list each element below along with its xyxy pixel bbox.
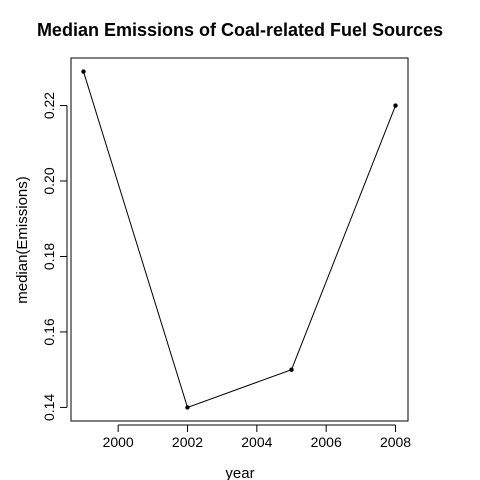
y-tick-label: 0.14 bbox=[41, 394, 57, 421]
chart-title: Median Emissions of Coal-related Fuel So… bbox=[37, 20, 443, 40]
data-point bbox=[393, 103, 398, 108]
series-layer bbox=[81, 69, 398, 410]
x-tick-label: 2000 bbox=[103, 434, 134, 450]
data-point bbox=[185, 405, 190, 410]
y-tick-label: 0.22 bbox=[41, 92, 57, 119]
y-tick-label: 0.16 bbox=[41, 318, 57, 345]
y-tick-label: 0.18 bbox=[41, 243, 57, 270]
x-tick-label: 2008 bbox=[380, 434, 411, 450]
x-axis-title: year bbox=[225, 465, 254, 480]
data-point bbox=[81, 69, 86, 74]
series-line bbox=[83, 71, 396, 409]
plot-frame bbox=[70, 57, 409, 422]
y-tick-label: 0.20 bbox=[41, 167, 57, 194]
y-axis: 0.14 0.16 0.18 0.20 0.22 bbox=[41, 92, 68, 421]
x-tick-label: 2006 bbox=[311, 434, 342, 450]
x-tick-label: 2004 bbox=[241, 434, 272, 450]
x-tick-label: 2002 bbox=[172, 434, 203, 450]
data-point bbox=[289, 367, 294, 372]
y-axis-title: median(Emissions) bbox=[14, 176, 31, 304]
x-axis: 2000 2002 2004 2006 2008 bbox=[103, 424, 411, 450]
